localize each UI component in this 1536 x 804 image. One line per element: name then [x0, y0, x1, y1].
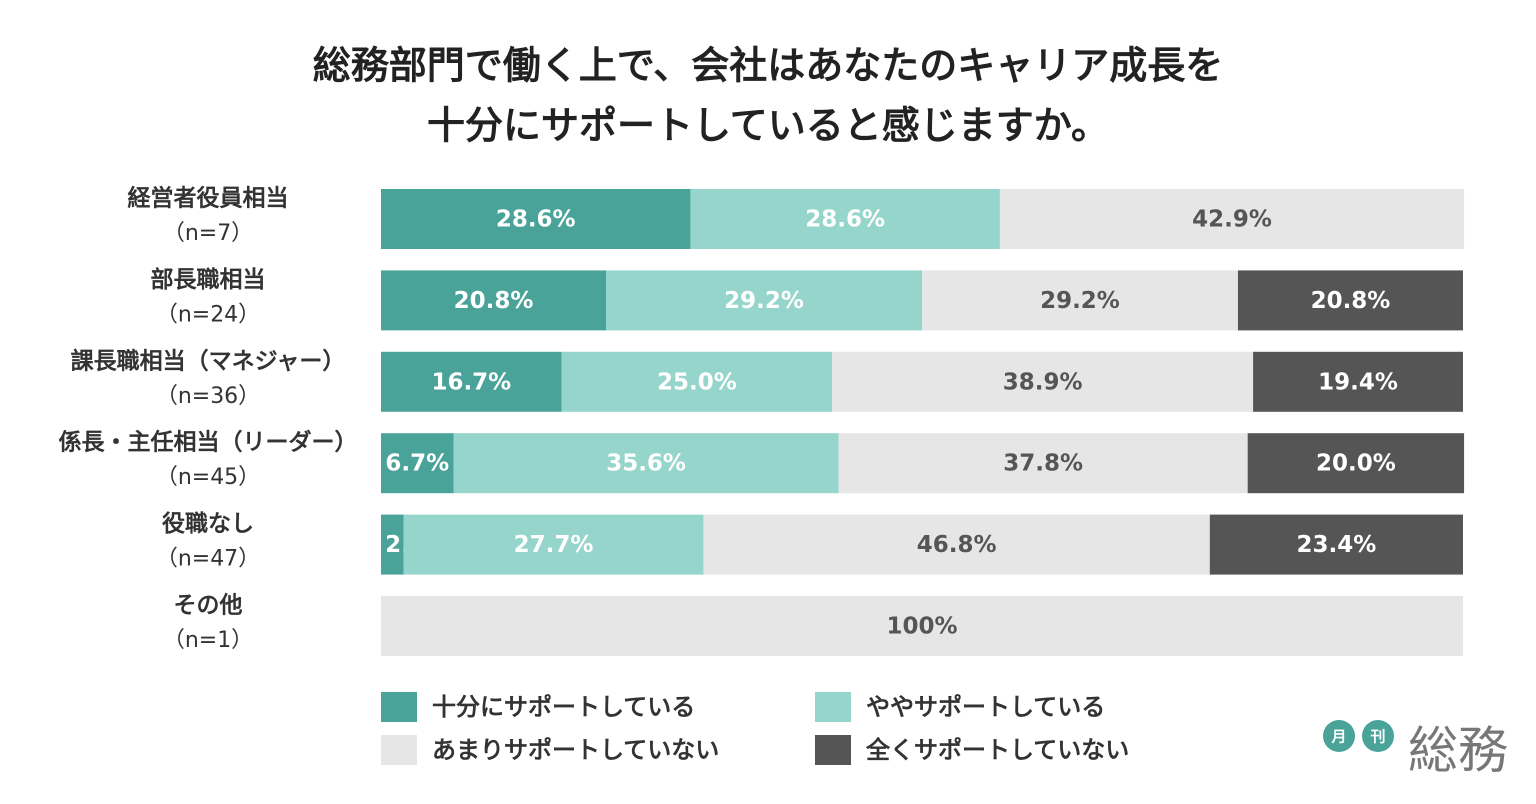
value-label: 46.8% [917, 532, 997, 558]
legend-swatch [381, 692, 417, 722]
category-note: （n=36） [156, 384, 260, 409]
bar-segment [381, 351, 562, 412]
bar-segment [703, 514, 1210, 575]
value-label: 20.8% [454, 288, 534, 314]
category-label: その他 [174, 593, 243, 619]
value-label: 38.9% [1003, 369, 1083, 395]
value-label: 28.6% [805, 207, 885, 233]
bar-segment [606, 270, 922, 331]
value-label: 42.9% [1192, 207, 1272, 233]
bar-segment [922, 270, 1238, 331]
bar-segment [381, 189, 691, 249]
value-label: 6.7% [385, 451, 449, 477]
category-label: 役職なし [162, 510, 254, 537]
bar-segment [381, 514, 404, 575]
value-label: 35.6% [606, 451, 686, 477]
bar-segment [999, 189, 1465, 249]
category-note: （n=7） [163, 221, 253, 246]
value-label: 29.2% [1040, 288, 1120, 314]
legend-label: ややサポートしている [866, 693, 1105, 721]
value-label: 37.8% [1003, 451, 1083, 477]
bar-segment [1237, 270, 1463, 331]
value-label: 16.7% [431, 369, 511, 395]
bar-segment [838, 433, 1248, 494]
logo-badge-text: 刊 [1370, 728, 1385, 746]
bar-segment [381, 433, 454, 494]
category-label: 係長・主任相当（リーダー） [59, 429, 358, 456]
value-label: 23.4% [1297, 532, 1377, 558]
value-label: 20.0% [1316, 451, 1396, 477]
legend-swatch [815, 735, 851, 765]
bar-segment [832, 351, 1254, 412]
logo-badge-text: 月 [1330, 728, 1346, 746]
value-label: 29.2% [724, 288, 804, 314]
legend-label: あまりサポートしていない [432, 736, 719, 764]
bar-segment [1247, 433, 1465, 494]
category-note: （n=1） [163, 628, 253, 653]
category-label: 課長職相当（マネジャー） [71, 347, 346, 374]
category-label: 経営者役員相当 [128, 185, 289, 212]
category-note: （n=45） [156, 465, 260, 490]
value-label: 25.0% [657, 369, 737, 395]
logo-badge [1362, 720, 1394, 752]
legend-swatch [381, 735, 417, 765]
bar-segment [403, 514, 704, 575]
chart-title: 十分にサポートしていると感じますか。 [427, 104, 1109, 148]
value-label: 20.8% [1311, 288, 1391, 314]
value-label: 28.6% [496, 207, 576, 233]
category-note: （n=24） [156, 302, 260, 327]
logo-name: 総務 [1408, 722, 1508, 780]
category-note: （n=47） [156, 547, 260, 572]
bar-segment [561, 351, 833, 412]
chart-title: 総務部門で働く上で、会社はあなたのキャリア成長を [313, 44, 1223, 88]
value-label: 100% [886, 614, 957, 640]
category-label: 部長職相当 [151, 266, 266, 293]
bar-segment [453, 433, 839, 494]
bar-segment [381, 270, 607, 331]
value-label: 19.4% [1318, 369, 1398, 395]
bar-segment [381, 596, 1463, 656]
legend-swatch [815, 692, 851, 722]
bar-segment [1209, 514, 1463, 575]
bar-segment [690, 189, 1000, 249]
bar-segment [1253, 351, 1463, 412]
logo-badge [1323, 720, 1355, 752]
value-label: 27.7% [514, 532, 594, 558]
legend-label: 全くサポートしていない [865, 736, 1129, 764]
legend-label: 十分にサポートしている [432, 693, 695, 721]
